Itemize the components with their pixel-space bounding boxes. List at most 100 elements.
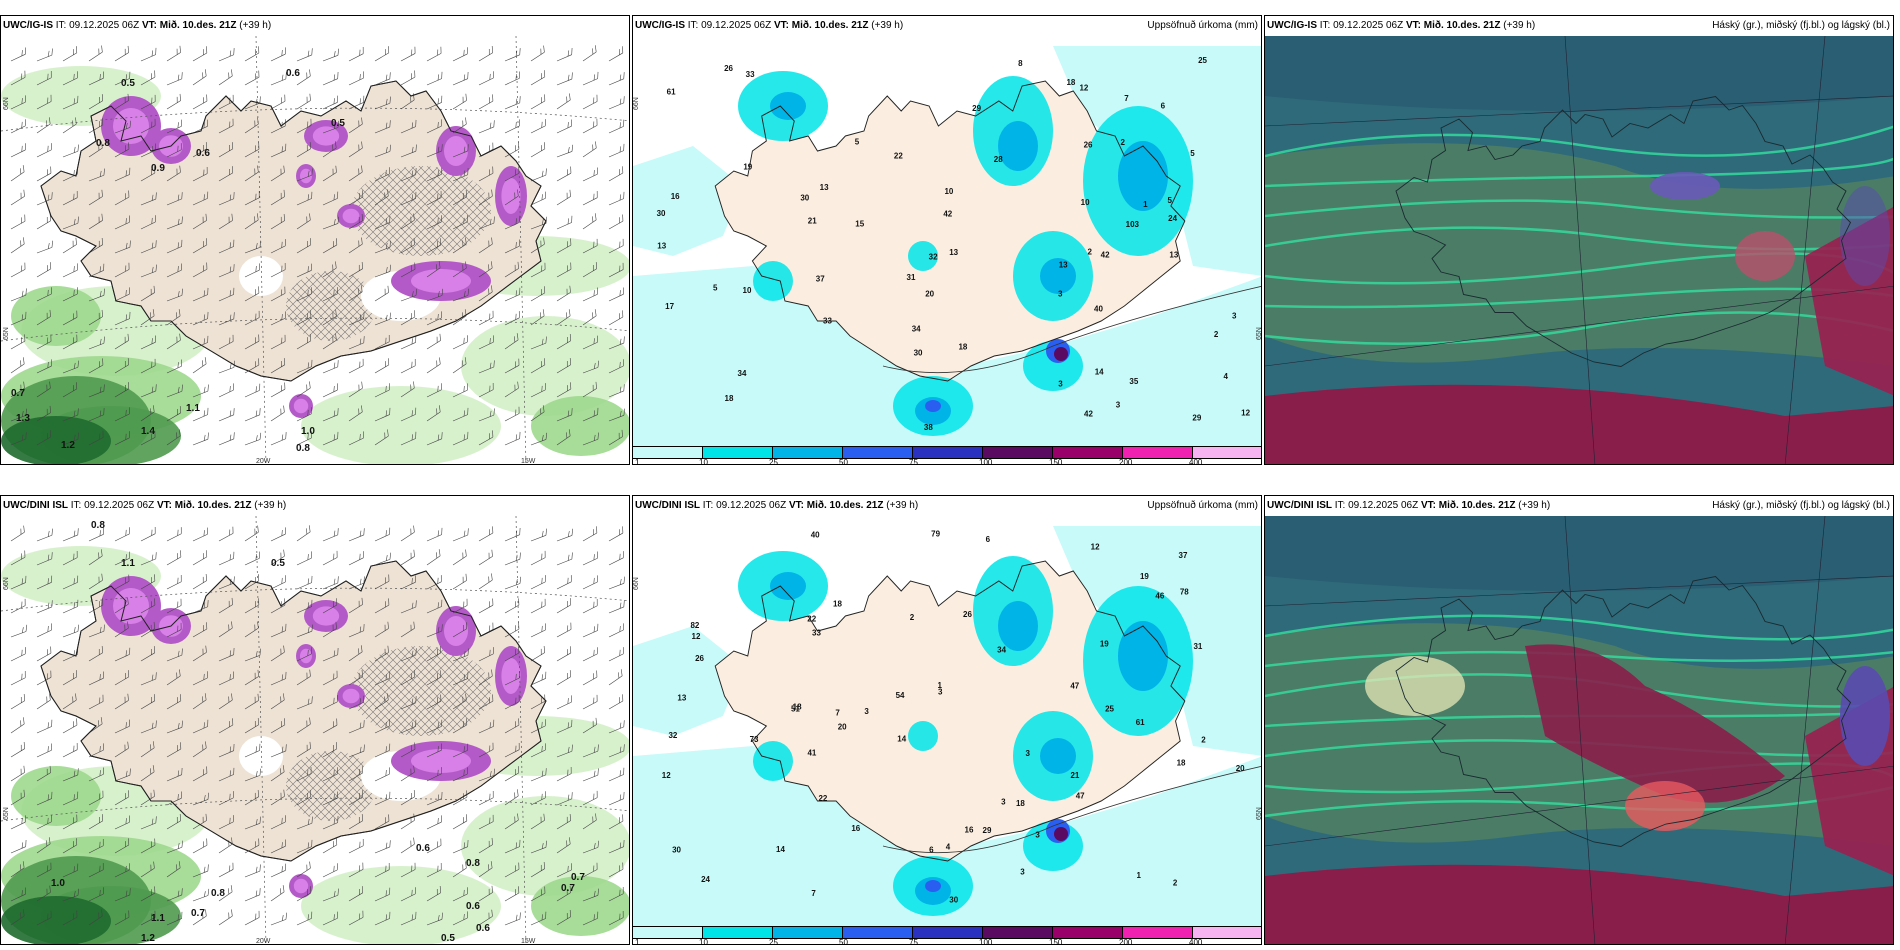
wind-barb [296, 647, 312, 662]
wind-barb [608, 214, 624, 230]
wind-barb [270, 47, 286, 62]
wind-barb [166, 527, 182, 542]
precip-value-label: 30 [800, 193, 809, 202]
wind-barb [556, 309, 571, 326]
wind-barb [582, 911, 599, 926]
wind-barb [140, 552, 157, 566]
wind-barb [36, 719, 53, 734]
wind-barb [296, 168, 313, 182]
wind-barb [452, 383, 468, 398]
wind-barb [270, 382, 286, 398]
precip-value-label: 1.2 [141, 933, 155, 944]
wind-barb [348, 624, 365, 638]
wind-barb [62, 718, 78, 734]
wind-barb [400, 310, 416, 326]
legend-swatch [633, 926, 703, 939]
wind-barb [192, 888, 210, 902]
legend-tick-label: 50 [839, 938, 848, 945]
wind-barb [166, 288, 183, 302]
wind-barb [140, 405, 155, 422]
wind-barb [218, 885, 233, 902]
lead-time: (+39 h) [254, 500, 287, 511]
wind-barb [88, 624, 105, 638]
precip-value-label: 26 [1084, 141, 1093, 150]
wind-barb [36, 359, 52, 374]
wind-barb [452, 261, 467, 278]
precip-value-label: 3 [864, 707, 869, 716]
wind-barb [426, 599, 443, 614]
precip-value-label: 13 [949, 248, 958, 257]
wind-barb [348, 46, 364, 62]
wind-barb [10, 311, 27, 326]
wind-barb [270, 213, 285, 230]
wind-barb [582, 141, 597, 158]
precip-value-label: 33 [823, 317, 832, 326]
legend-swatch [843, 926, 913, 939]
wind-barb [114, 815, 130, 830]
precip-value-label: 42 [943, 209, 952, 218]
snow-hatch-area [351, 166, 491, 256]
wind-barb [582, 167, 598, 182]
wind-barb [400, 191, 417, 206]
wind-barb [62, 432, 79, 446]
precip-value-label: 42 [1084, 409, 1093, 418]
precip-value-label: 0.8 [296, 443, 310, 454]
wind-barb [10, 214, 26, 230]
wind-barb [478, 261, 493, 278]
precip-band-10-25 [753, 261, 793, 301]
cloud-panel-row1: UWC/IG-IS IT: 09.12.2025 06Z VT: Mið. 10… [1264, 15, 1894, 465]
precip-value-label: 33 [746, 70, 755, 79]
wind-barb [608, 791, 625, 806]
precip-value-label: 13 [1169, 251, 1178, 260]
wind-barb [166, 742, 182, 758]
wind-barb [140, 47, 157, 62]
precip-band-25-50 [1040, 738, 1076, 774]
model-name: UWC/IG-IS [1267, 20, 1317, 31]
vt-value: Mið. 10.des. 21Z [791, 20, 869, 31]
precip-area [11, 766, 101, 826]
glacier [239, 736, 283, 776]
wind-barb [348, 551, 364, 566]
wind-barb [62, 310, 78, 326]
latitude-label: 65N [3, 327, 10, 340]
wind-barb [374, 862, 390, 878]
legend-swatch [773, 926, 843, 939]
wind-barb [88, 168, 105, 182]
high-cloud-field [1525, 644, 1785, 803]
wind-barb [452, 839, 469, 854]
wind-barb [140, 94, 156, 110]
wind-barb [582, 94, 598, 110]
wind-barb [478, 909, 493, 926]
precip-value-label: 18 [1177, 759, 1186, 768]
precip-value-label: 17 [665, 302, 674, 311]
wind-barb [608, 384, 625, 398]
wind-barb [140, 430, 156, 446]
wind-barb [296, 839, 313, 854]
wind-barb [452, 911, 468, 926]
precip-value-label: 61 [1136, 718, 1145, 727]
wind-barb [192, 766, 208, 782]
wind-barb [10, 741, 25, 758]
precip-value-label: 78 [1180, 588, 1189, 597]
mid-cloud-purple [1650, 172, 1720, 200]
wind-barb [10, 598, 26, 614]
precip-value-label: 26 [963, 610, 972, 619]
longitude-line [255, 36, 267, 464]
lead-time: (+39 h) [1518, 500, 1551, 511]
wind-barb [10, 432, 27, 446]
wind-barb [270, 239, 286, 254]
wind-barb [608, 744, 625, 758]
wind-barb [348, 117, 363, 134]
wind-barb [62, 190, 78, 206]
wind-barb [244, 838, 260, 854]
wind-barb [140, 118, 156, 134]
precip-value-label: 18 [958, 343, 967, 352]
heavy-precip-blob [501, 178, 521, 214]
wind-barb [192, 838, 208, 854]
wind-barb [530, 886, 546, 902]
wind-barb [608, 910, 624, 926]
wind-barb [400, 335, 417, 350]
precip-value-label: 35 [1129, 377, 1138, 386]
wind-barb [582, 118, 598, 134]
wind-barb [88, 790, 104, 806]
